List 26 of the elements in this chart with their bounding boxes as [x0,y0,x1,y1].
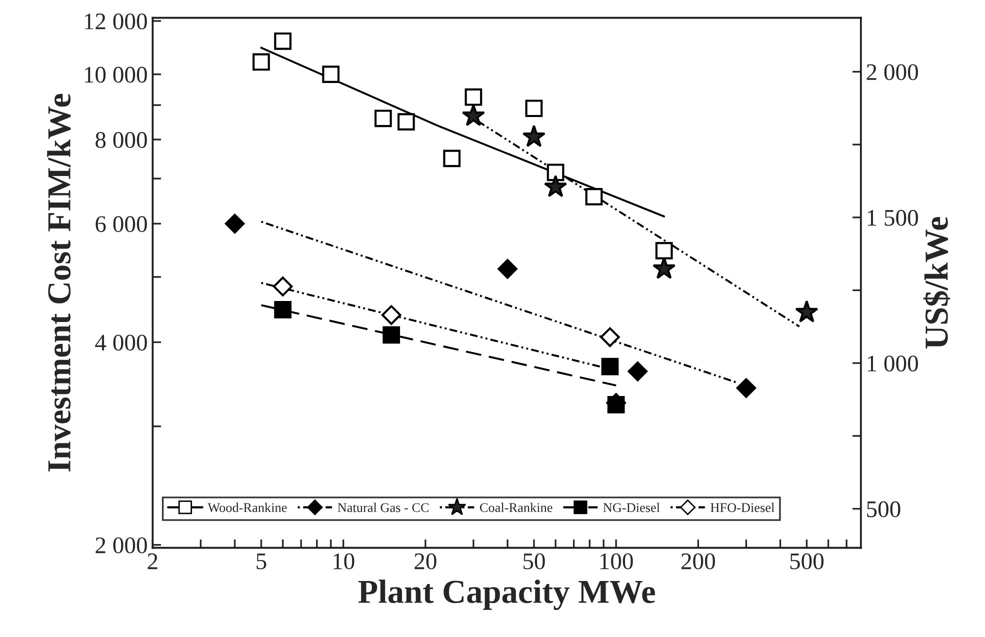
y2-tick-label: 1 500 [868,210,918,226]
x-tick-label: 2 [148,553,158,570]
x-tick-label: 20 [414,553,436,570]
legend-label: Wood-Rankine [208,502,287,512]
y-tick-label: 6 000 [96,216,147,232]
legend-label: Natural Gas - CC [338,502,429,512]
y-tick-label: 2 000 [96,537,147,554]
legend-label: Coal-Rankine [480,502,552,512]
legend-label: HFO-Diesel [710,502,774,512]
x-tick-label: 100 [600,553,633,570]
x-tick-label: 5 [256,554,266,570]
y-tick-label: 4 000 [95,334,147,351]
y2-axis-title: US$/kWe [923,217,950,349]
y-axis-title: Investment Cost FIM/kWe [47,94,71,472]
y2-tick-label: 2 000 [866,64,918,80]
x-tick-label: 50 [524,553,545,570]
x-axis-title: Plant Capacity MWe [358,580,655,610]
legend-label: NG-Diesel [603,502,660,512]
x-tick-label: 10 [334,553,354,570]
x-tick-label: 500 [790,553,824,570]
y-tick-label: 12 000 [84,13,147,30]
y2-tick-label: 1 000 [868,356,918,372]
y2-tick-label: 500 [867,501,900,518]
y-tick-label: 10 000 [84,66,147,83]
x-tick-label: 200 [682,553,715,570]
y-tick-label: 8 000 [96,132,147,148]
